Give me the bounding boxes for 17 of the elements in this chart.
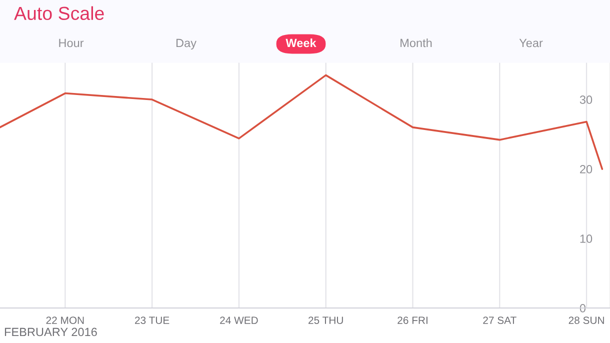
text: Year [519,38,543,48]
x-tick-label: 24 WED [220,316,258,324]
x-tick-label: 26 FRI [398,316,428,324]
text: Week [286,38,316,48]
y-tick-label: 30 [580,96,592,104]
chart-title: Auto Scale [14,6,104,20]
x-tick-label: 22 MON [46,316,84,324]
x-tick-label: 23 TUE [135,316,170,324]
text: Month [400,38,432,48]
text: Day [176,38,196,50]
text: FEBRUARY 2016 [4,328,97,336]
y-tick-label: 10 [580,234,592,243]
y-tick-label: 20 [580,165,592,174]
text: Hour [59,38,84,48]
x-tick-label: 27 SAT [483,316,516,324]
x-tick-label: 28 SUN [568,316,604,324]
x-tick-label: 25 THU [308,316,343,324]
